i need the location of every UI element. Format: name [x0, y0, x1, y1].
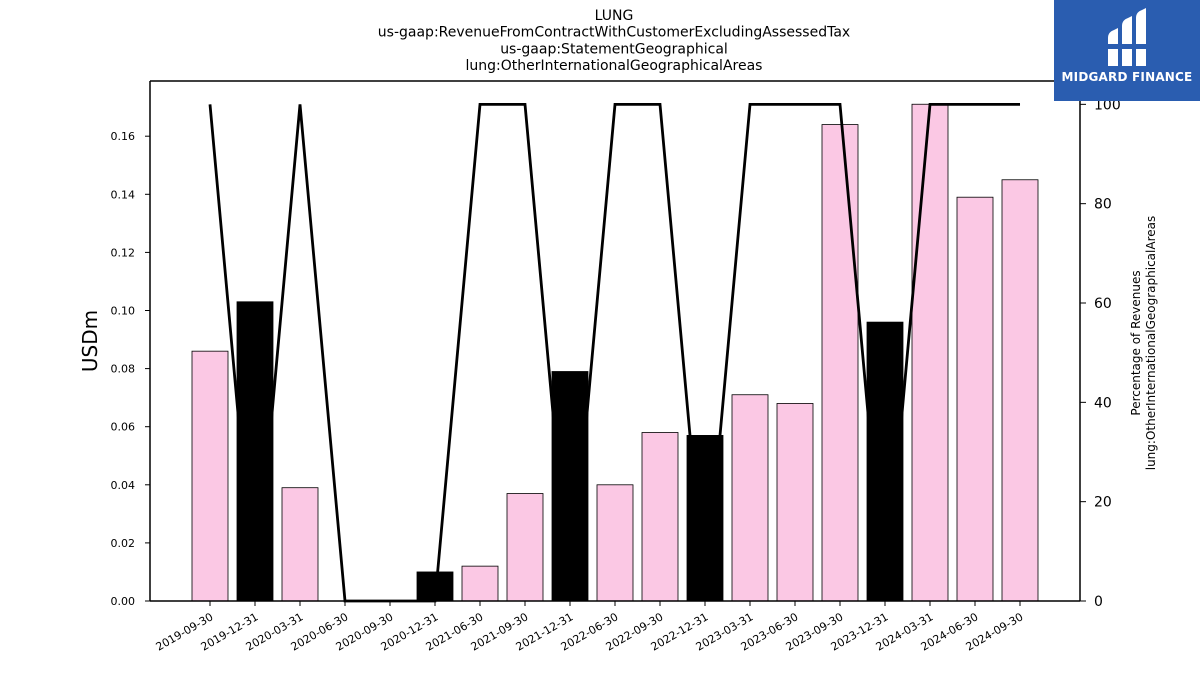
bar-2023-06-30 [776, 403, 814, 602]
y-tick-label-0.06: 0.06 [111, 421, 136, 434]
y-tick-label-0.08: 0.08 [111, 363, 136, 376]
bar-2023-03-31 [731, 394, 769, 602]
bar-2020-03-31 [281, 487, 319, 602]
y-axis-left: 0.00 0.02 0.04 0.06 0.08 0.10 0.12 0.14 0.16 [111, 130, 150, 608]
y2-tick-label-60: 60 [1094, 296, 1112, 312]
bar-2024-09-30 [1001, 179, 1039, 602]
title-line-1: us-gaap:RevenueFromContractWithCustomerE… [378, 25, 850, 41]
bar-2021-12-31 [551, 371, 589, 602]
axis-labels: USDm Percentage of Revenues lung:OtherInte… [78, 216, 1158, 471]
chart-title: LUNGus-gaap:RevenueFromContractWithCusto… [378, 8, 850, 74]
y-tick-label-0.04: 0.04 [111, 479, 136, 492]
y-tick-label-0.10: 0.10 [111, 304, 136, 317]
y-axis-right: 0 20 40 60 80 100 [1080, 97, 1121, 610]
midgard-logo-icon [1106, 8, 1148, 66]
bar-2022-06-30 [596, 484, 634, 602]
title-line-3: lung:OtherInternationalGeographicalAreas [466, 58, 763, 74]
y2-tick-label-80: 80 [1094, 197, 1112, 213]
bar-2021-09-30 [506, 493, 544, 602]
bar-2024-03-31 [911, 103, 949, 602]
y-tick-label-0.14: 0.14 [111, 188, 136, 201]
bar-2022-09-30 [641, 432, 679, 602]
y2-tick-label-100: 100 [1094, 97, 1121, 113]
y-axis-label: USDm [78, 310, 102, 372]
y-tick-label-0.02: 0.02 [111, 537, 136, 550]
bar-2021-06-30 [461, 565, 499, 602]
bar-2019-09-30 [191, 350, 229, 602]
y2-axis-label-0: Percentage of Revenues [1129, 270, 1143, 415]
title-line-2: us-gaap:StatementGeographical [500, 41, 728, 57]
y-tick-label-0.12: 0.12 [111, 246, 136, 259]
y-tick-label-0.00: 0.00 [111, 595, 136, 608]
y2-tick-label-0: 0 [1094, 594, 1103, 610]
bar-2019-12-31 [236, 301, 274, 602]
bars-layer [191, 103, 1039, 602]
midgard-finance-logo: MIDGARD FINANCE [1054, 0, 1200, 101]
bar-2024-06-30 [956, 196, 994, 602]
title-line-0: LUNG [595, 8, 634, 24]
y2-tick-label-40: 40 [1094, 395, 1112, 411]
bar-2023-09-30 [821, 124, 859, 602]
y2-axis-label-1: lung:OtherInternationalGeographicalAreas [1144, 216, 1158, 471]
y-tick-label-0.16: 0.16 [111, 130, 136, 143]
logo-text: MIDGARD FINANCE [1061, 70, 1193, 84]
x-axis: 2019-09-302019-12-312020-03-312020-06-30… [154, 601, 1026, 654]
y2-tick-label-20: 20 [1094, 495, 1112, 511]
